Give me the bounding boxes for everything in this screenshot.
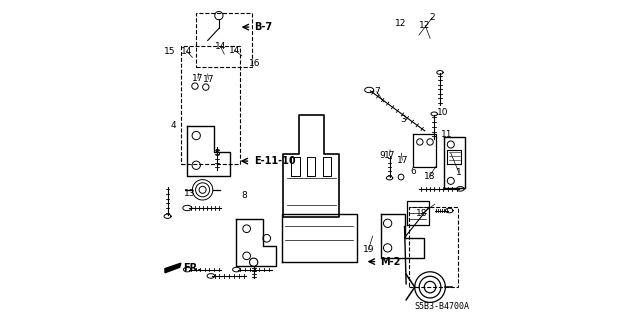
Text: 12: 12	[419, 21, 430, 30]
Text: 17: 17	[383, 151, 395, 160]
Text: 17: 17	[397, 156, 408, 165]
Text: 19: 19	[363, 245, 374, 254]
Text: 15: 15	[164, 47, 176, 56]
Text: 8: 8	[241, 191, 246, 200]
Text: S5B3-B4700A: S5B3-B4700A	[414, 302, 469, 311]
Text: FR.: FR.	[183, 263, 201, 273]
Text: 10: 10	[437, 108, 449, 117]
Text: 14: 14	[229, 46, 240, 55]
Text: 14: 14	[215, 42, 226, 51]
Text: 17: 17	[192, 74, 204, 83]
Text: M-2: M-2	[380, 256, 401, 267]
Text: 9: 9	[379, 151, 385, 160]
Text: 1: 1	[456, 168, 461, 177]
Text: 13: 13	[184, 189, 195, 198]
Text: 7: 7	[374, 87, 380, 96]
Text: E-11-10: E-11-10	[253, 156, 295, 166]
Polygon shape	[165, 263, 181, 273]
Text: 17: 17	[203, 75, 214, 84]
Text: 3: 3	[401, 115, 406, 124]
Text: 2: 2	[429, 13, 435, 22]
Text: 11: 11	[441, 130, 452, 139]
Text: 14: 14	[181, 47, 193, 56]
Text: 6: 6	[411, 167, 417, 176]
Text: 16: 16	[249, 59, 260, 68]
Text: 18: 18	[424, 172, 435, 181]
Text: 4: 4	[170, 121, 176, 130]
Text: B-7: B-7	[255, 22, 273, 32]
Text: 12: 12	[395, 19, 406, 28]
Text: 18: 18	[417, 209, 428, 218]
Text: 5: 5	[214, 149, 220, 158]
